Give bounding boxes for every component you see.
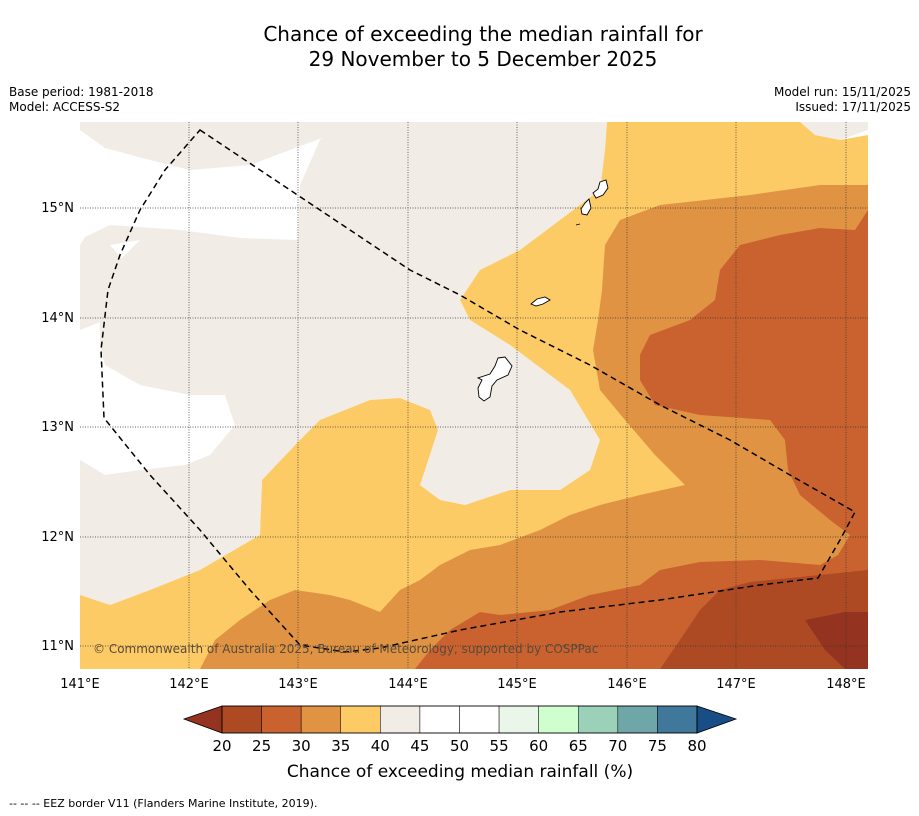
x-tick-142: 142°E bbox=[169, 677, 209, 692]
band-below-20 bbox=[805, 612, 868, 669]
colorbar-tick-label: 20 bbox=[212, 737, 232, 755]
issued-date: Issued: 17/11/2025 bbox=[795, 100, 911, 114]
x-tick-145: 145°E bbox=[497, 677, 537, 692]
colorbar-outline bbox=[221, 705, 698, 734]
colorbar-segment bbox=[261, 705, 302, 734]
title-line-1: Chance of exceeding the median rainfall … bbox=[263, 22, 703, 46]
colorbar-segment bbox=[617, 705, 658, 734]
base-period: Base period: 1981-2018 bbox=[9, 85, 154, 99]
colorbar-segment bbox=[300, 705, 342, 734]
rota-island bbox=[530, 296, 551, 307]
colorbar-segment bbox=[657, 705, 698, 734]
colorbar-tick-label: 25 bbox=[252, 737, 272, 755]
x-tick-146: 146°E bbox=[607, 677, 647, 692]
colorbar-tick-label: 40 bbox=[370, 737, 390, 755]
colorbar-segment bbox=[221, 705, 262, 734]
colorbar-tick-label: 65 bbox=[568, 737, 588, 755]
x-tick-144: 144°E bbox=[388, 677, 428, 692]
y-tick-11n: 11°N bbox=[41, 639, 74, 654]
footer-note: -- -- -- EEZ border V11 (Flanders Marine… bbox=[9, 797, 318, 810]
colorbar-tick-label: 55 bbox=[489, 737, 509, 755]
colorbar-tick-label: 80 bbox=[687, 737, 707, 755]
colorbar-under-triangle bbox=[182, 705, 223, 734]
model-name: Model: ACCESS-S2 bbox=[9, 100, 121, 114]
saipan-island bbox=[592, 179, 609, 199]
eez-border bbox=[100, 129, 857, 653]
map-gridlines bbox=[80, 122, 868, 669]
copyright-note: © Commonwealth of Australia 2025, Bureau… bbox=[93, 642, 599, 656]
x-tick-141: 141°E bbox=[60, 677, 100, 692]
band-25-30 bbox=[415, 210, 868, 669]
colorbar-segment bbox=[340, 705, 381, 734]
aguijan-island bbox=[575, 223, 581, 226]
meta-right: Model run: 15/11/2025 Issued: 17/11/2025 bbox=[774, 85, 911, 115]
x-tick-147: 147°E bbox=[716, 677, 756, 692]
colorbar-segments bbox=[221, 705, 698, 734]
band-40-45 bbox=[80, 122, 868, 605]
colorbar-tick-label: 50 bbox=[449, 737, 470, 755]
model-run: Model run: 15/11/2025 bbox=[773, 85, 911, 99]
colorbar-segment bbox=[498, 705, 539, 734]
rainfall-map bbox=[80, 122, 868, 669]
colorbar-tick-label: 30 bbox=[291, 737, 311, 755]
tinian-island bbox=[580, 198, 592, 216]
colorbar-segment bbox=[578, 705, 619, 734]
x-tick-143: 143°E bbox=[278, 677, 318, 692]
guam-island bbox=[476, 356, 513, 402]
colorbar-tick-label: 70 bbox=[608, 737, 628, 755]
colorbar-segment bbox=[419, 705, 460, 734]
x-tick-148: 148°E bbox=[826, 677, 866, 692]
colorbar-tick-label: 45 bbox=[410, 737, 430, 755]
colorbar-tick-label: 75 bbox=[647, 737, 667, 755]
colorbar-label: Chance of exceeding median rainfall (%) bbox=[286, 762, 634, 782]
colorbar-segment bbox=[538, 705, 579, 734]
chart-title: Chance of exceeding the median rainfall … bbox=[0, 22, 919, 72]
colorbar-segment bbox=[459, 705, 500, 734]
y-tick-14n: 14°N bbox=[41, 311, 74, 326]
y-tick-15n: 15°N bbox=[41, 201, 74, 216]
band-20-25 bbox=[660, 570, 868, 669]
colorbar-tick-label: 60 bbox=[529, 737, 549, 755]
band-30-35 bbox=[200, 185, 868, 669]
colorbar-segment bbox=[380, 705, 421, 734]
colorbar-tick-label: 35 bbox=[331, 737, 351, 755]
meta-left: Base period: 1981-2018 Model: ACCESS-S2 bbox=[9, 85, 154, 115]
y-tick-12n: 12°N bbox=[41, 530, 74, 545]
colorbar-over-triangle bbox=[696, 705, 738, 734]
y-tick-13n: 13°N bbox=[41, 420, 74, 435]
title-line-2: 29 November to 5 December 2025 bbox=[308, 47, 658, 71]
colorbar bbox=[182, 705, 738, 734]
